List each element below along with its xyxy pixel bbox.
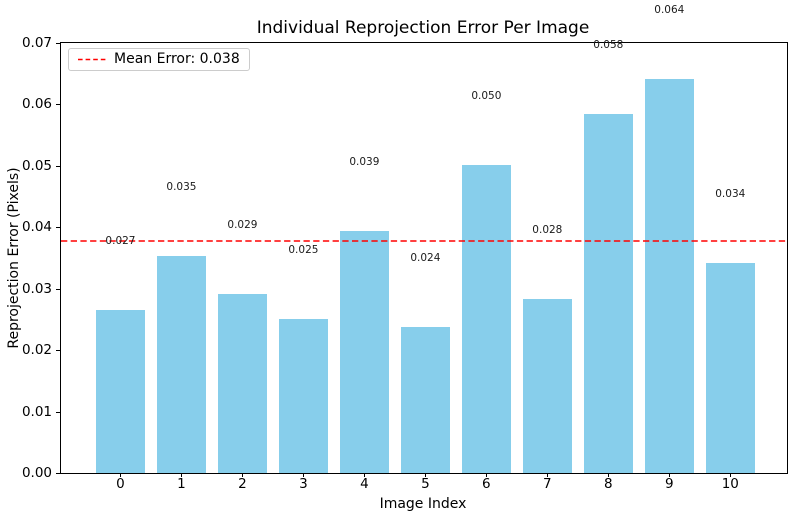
- bar-value-label: 0.025: [288, 244, 319, 257]
- x-tick-label: 2: [238, 476, 247, 492]
- x-tick-mark: [120, 473, 122, 477]
- bar-value-label: 0.064: [654, 4, 685, 17]
- bar: [583, 114, 633, 473]
- plot-area: [60, 42, 788, 474]
- bar-value-label: 0.029: [227, 218, 258, 231]
- x-tick-label: 6: [482, 476, 491, 492]
- bar-value-label: 0.050: [471, 90, 502, 103]
- x-tick-mark: [364, 473, 366, 477]
- x-tick-label: 5: [421, 476, 430, 492]
- y-tick-mark: [56, 473, 60, 474]
- x-tick-label: 4: [360, 476, 369, 492]
- x-tick-mark: [669, 473, 671, 477]
- x-tick-label: 8: [604, 476, 613, 492]
- x-tick-mark: [486, 473, 488, 477]
- y-tick-label: 0.06: [21, 96, 52, 113]
- legend-dash-icon: [78, 58, 106, 61]
- x-tick-mark: [303, 473, 305, 477]
- y-tick-mark: [56, 104, 60, 106]
- x-tick-mark: [547, 473, 549, 477]
- y-axis-label: Reprojection Error (Pixels): [6, 167, 22, 349]
- x-tick-label: 0: [116, 476, 125, 492]
- y-tick-label: 0.04: [21, 219, 52, 236]
- bar: [644, 79, 694, 473]
- y-tick-mark: [56, 43, 60, 44]
- x-tick-mark: [608, 473, 610, 477]
- y-tick-label: 0.07: [21, 35, 52, 51]
- x-tick-label: 3: [299, 476, 308, 492]
- legend: Mean Error: 0.038: [68, 48, 250, 71]
- x-axis-label: Image Index: [379, 496, 467, 512]
- mean-error-line: [61, 240, 787, 243]
- bar-value-label: 0.034: [715, 187, 746, 200]
- x-tick-label: 10: [721, 476, 739, 492]
- x-tick-label: 7: [543, 476, 552, 492]
- bar: [96, 309, 145, 473]
- bar-value-label: 0.024: [410, 251, 441, 264]
- y-tick-label: 0.05: [21, 157, 52, 174]
- x-tick-mark: [242, 473, 244, 477]
- bar-value-label: 0.028: [532, 223, 563, 236]
- bar: [461, 165, 511, 473]
- bar-value-label: 0.058: [593, 39, 624, 52]
- y-tick-label: 0.02: [21, 342, 52, 359]
- bar: [522, 298, 572, 473]
- bar: [705, 262, 755, 473]
- x-tick-mark: [730, 473, 732, 477]
- chart-title: Individual Reprojection Error Per Image: [256, 18, 590, 38]
- x-tick-label: 1: [177, 476, 186, 492]
- y-tick-mark: [56, 411, 60, 413]
- y-tick-mark: [56, 165, 60, 167]
- bar: [279, 319, 328, 473]
- y-tick-label: 0.00: [21, 465, 52, 481]
- bar-value-label: 0.039: [349, 155, 380, 168]
- bar: [157, 255, 206, 473]
- bar-value-label: 0.035: [166, 180, 197, 193]
- y-tick-label: 0.01: [21, 403, 52, 420]
- x-tick-label: 9: [665, 476, 674, 492]
- y-tick-mark: [56, 350, 60, 352]
- bar: [400, 326, 450, 473]
- y-tick-mark: [56, 288, 60, 290]
- bar: [339, 230, 389, 473]
- y-tick-mark: [56, 227, 60, 229]
- x-tick-mark: [425, 473, 427, 477]
- legend-label: Mean Error: 0.038: [114, 51, 240, 67]
- y-tick-label: 0.03: [21, 280, 52, 297]
- bar-value-label: 0.027: [105, 234, 136, 247]
- bar: [218, 293, 267, 473]
- x-tick-mark: [181, 473, 183, 477]
